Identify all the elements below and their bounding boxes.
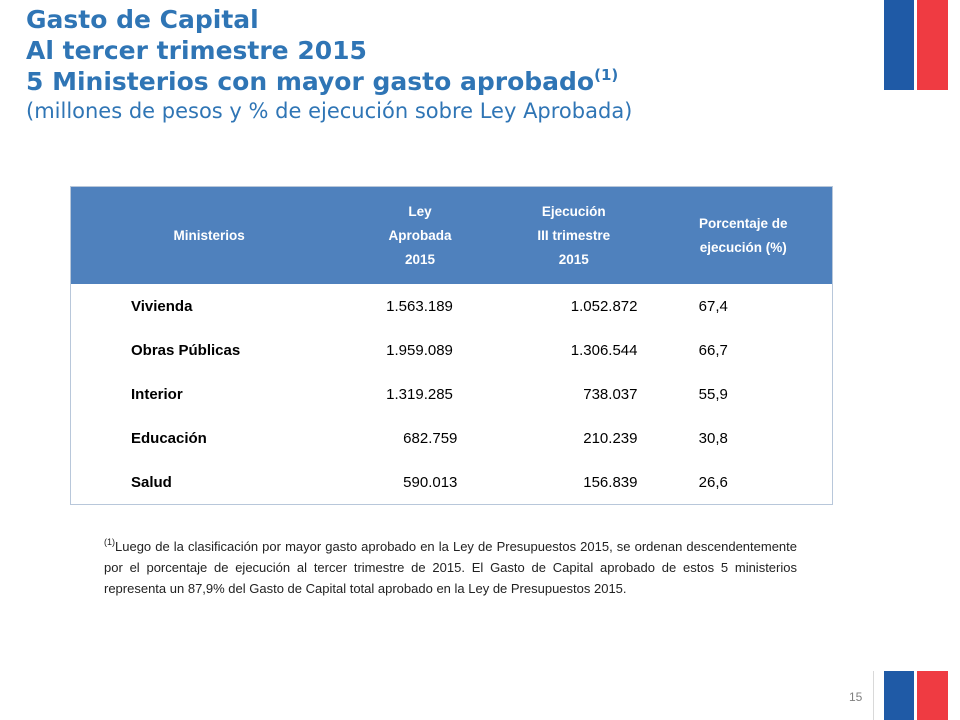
table-header-row: Ministerios Ley Aprobada 2015 Ejecución … — [70, 186, 833, 284]
cell-ejecucion: 738.037 — [583, 385, 638, 403]
header-ley-aprobada: Ley Aprobada 2015 — [347, 186, 493, 284]
flag-blue-stripe — [884, 671, 916, 720]
header-porcentaje-line-2: ejecución (%) — [699, 239, 787, 255]
cell-ejecucion: 156.839 — [583, 473, 638, 491]
header-ley-line-3: 2015 — [405, 251, 436, 267]
flag-divider — [914, 0, 917, 90]
cell-ley: 1.319.285 — [386, 385, 453, 403]
page-number: 15 — [849, 690, 863, 704]
flag-red-stripe — [916, 671, 948, 720]
cell-ministerio: Salud — [131, 473, 172, 491]
header-ley-line-1: Ley — [408, 203, 432, 219]
title-line-3: 5 Ministerios con mayor gasto aprobado(1… — [26, 66, 632, 97]
cell-ministerio: Vivienda — [131, 297, 193, 315]
flag-red-stripe — [916, 0, 948, 90]
header-porcentaje-line-1: Porcentaje de — [698, 215, 788, 231]
table-row: Vivienda 1.563.189 1.052.872 67,4 — [71, 284, 833, 328]
cell-ejecucion: 1.052.872 — [570, 297, 638, 315]
title-line-2: Al tercer trimestre 2015 — [26, 36, 367, 65]
title-block: Gasto de Capital Al tercer trimestre 201… — [26, 4, 632, 125]
title-line-3-text: 5 Ministerios con mayor gasto aprobado — [26, 67, 595, 96]
footnote-text: Luego de la clasificación por mayor gast… — [104, 539, 797, 596]
cell-ministerio: Educación — [131, 429, 207, 447]
cell-ejecucion: 1.306.544 — [570, 341, 638, 359]
ministries-table: Ministerios Ley Aprobada 2015 Ejecución … — [70, 186, 833, 505]
title-footnote-marker: (1) — [594, 66, 619, 84]
cell-ley: 682.759 — [403, 429, 458, 447]
cell-porcentaje: 26,6 — [698, 473, 728, 491]
header-ley-line-2: Aprobada — [388, 227, 452, 243]
title-line-1: Gasto de Capital — [26, 5, 259, 34]
header-ejecucion-line-1: Ejecución — [541, 203, 606, 219]
subtitle: (millones de pesos y % de ejecución sobr… — [26, 99, 633, 123]
flag-blue-stripe — [884, 0, 916, 90]
cell-porcentaje: 66,7 — [698, 341, 728, 359]
cell-porcentaje: 30,8 — [698, 429, 728, 447]
table-row: Interior 1.319.285 738.037 55,9 — [71, 372, 833, 416]
cell-ley: 1.563.189 — [386, 297, 453, 315]
header-ejecucion: Ejecución III trimestre 2015 — [492, 186, 655, 284]
table-row: Educación 682.759 210.239 30,8 — [71, 416, 833, 460]
cell-ministerio: Obras Públicas — [131, 341, 241, 359]
table-row: Obras Públicas 1.959.089 1.306.544 66,7 — [71, 328, 833, 372]
page-divider — [873, 671, 874, 720]
header-ejecucion-line-3: 2015 — [558, 251, 589, 267]
footnote-marker: (1) — [104, 537, 115, 547]
cell-porcentaje: 55,9 — [698, 385, 728, 403]
cell-porcentaje: 67,4 — [698, 297, 728, 315]
cell-ejecucion: 210.239 — [583, 429, 638, 447]
header-ejecucion-line-2: III trimestre — [537, 227, 611, 243]
footnote: (1)Luego de la clasificación por mayor g… — [104, 536, 797, 599]
cell-ley: 1.959.089 — [386, 341, 453, 359]
flag-decoration-bottom — [884, 671, 948, 720]
header-porcentaje: Porcentaje de ejecución (%) — [654, 186, 833, 284]
header-ministerios: Ministerios — [70, 186, 348, 284]
table-row: Salud 590.013 156.839 26,6 — [71, 460, 833, 505]
cell-ministerio: Interior — [131, 385, 183, 403]
flag-decoration-top — [884, 0, 948, 90]
flag-divider — [914, 671, 917, 720]
cell-ley: 590.013 — [403, 473, 458, 491]
